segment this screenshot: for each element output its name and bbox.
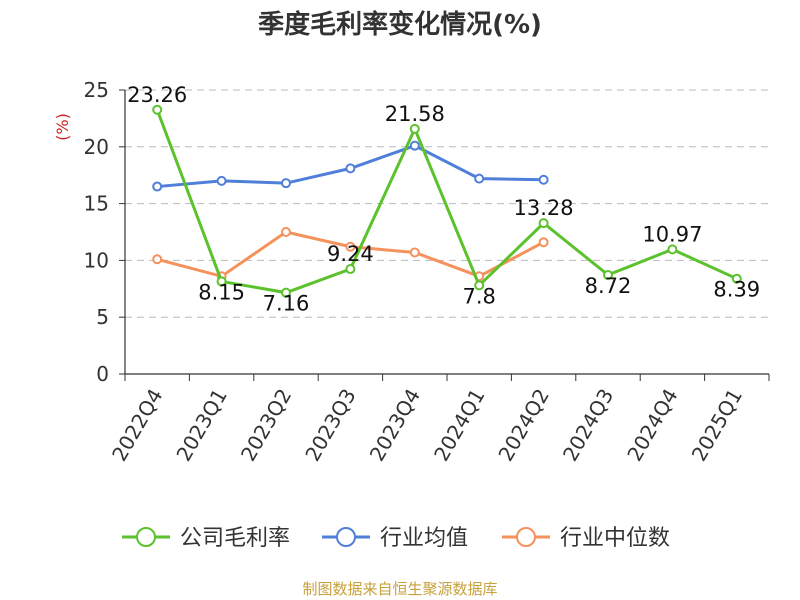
data-point-s2-2023Q4[interactable]	[409, 247, 420, 258]
y-tick-label-15: 15	[84, 192, 109, 216]
chart-title: 季度毛利率变化情况(%)	[258, 10, 542, 40]
series-line-0	[155, 109, 738, 295]
x-tick-label-2024Q3: 2024Q3	[558, 385, 618, 466]
data-labels: 23.26 8.15 7.16 9.24 21.58 7.8 13.28 8.72 10.97 8…	[127, 83, 760, 316]
data-point-s0-2023Q1[interactable]	[216, 276, 227, 287]
data-point-s0-2024Q1[interactable]	[474, 280, 485, 291]
data-label-2025Q1: 8.39	[713, 278, 760, 302]
data-point-s1-2024Q1[interactable]	[474, 173, 485, 184]
data-point-s0-2024Q3[interactable]	[603, 269, 613, 280]
legend[interactable]: 公司毛利率 行业均值 行业中位数	[122, 526, 670, 551]
data-point-s1-2022Q4[interactable]	[152, 181, 163, 192]
data-label-2023Q1: 8.15	[198, 280, 245, 304]
data-point-s2-2022Q4[interactable]	[152, 254, 163, 265]
data-label-2024Q3: 8.72	[585, 274, 632, 298]
data-point-s2-2024Q2[interactable]	[538, 237, 549, 248]
data-point-s1-2023Q1[interactable]	[216, 175, 227, 186]
x-tick-label-2024Q2: 2024Q2	[493, 385, 553, 466]
data-label-2024Q1: 7.8	[462, 284, 495, 308]
legend-marker-0	[136, 527, 156, 547]
y-tick-label-20: 20	[84, 135, 109, 159]
x-tick-label-2025Q1: 2025Q1	[687, 385, 747, 466]
y-unit-label: (%)	[53, 113, 72, 141]
data-point-s0-2023Q4[interactable]	[409, 123, 420, 134]
y-tick-label-25: 25	[84, 78, 109, 102]
data-label-2023Q3: 9.24	[327, 242, 374, 266]
y-tick-label-0: 0	[96, 362, 109, 386]
x-tick-label-2023Q1: 2023Q1	[171, 385, 231, 466]
x-tick-label-2024Q4: 2024Q4	[622, 385, 682, 466]
data-point-s0-2024Q4[interactable]	[667, 244, 678, 255]
series-lines	[152, 104, 742, 298]
x-tick-label-2024Q1: 2024Q1	[429, 385, 489, 466]
legend-label-0: 公司毛利率	[180, 526, 290, 551]
x-tick-label-2023Q2: 2023Q2	[236, 385, 296, 466]
data-label-2024Q2: 13.28	[514, 196, 574, 220]
data-label-2023Q4: 21.58	[385, 102, 445, 126]
x-tick-label-2023Q3: 2023Q3	[300, 385, 360, 466]
data-point-s0-2022Q4[interactable]	[152, 104, 163, 115]
data-label-2024Q4: 10.97	[642, 222, 702, 246]
data-point-s0-2023Q3[interactable]	[345, 264, 356, 275]
data-point-s1-2023Q3[interactable]	[345, 163, 356, 174]
legend-marker-2	[516, 527, 536, 547]
y-tick-label-10: 10	[84, 248, 109, 272]
x-tick-label-2022Q4: 2022Q4	[107, 385, 167, 466]
data-point-s0-2024Q2[interactable]	[538, 218, 549, 229]
legend-label-1: 行业均值	[380, 526, 468, 551]
legend-marker-1	[336, 527, 356, 547]
data-label-2022Q4: 23.26	[127, 83, 187, 107]
data-point-s0-2025Q1[interactable]	[731, 273, 742, 284]
legend-item-0[interactable]: 公司毛利率	[122, 526, 290, 551]
data-point-s1-2023Q4[interactable]	[409, 140, 420, 151]
data-point-s0-2023Q2[interactable]	[281, 287, 291, 298]
data-point-s1-2024Q2[interactable]	[538, 174, 549, 185]
legend-label-2: 行业中位数	[560, 526, 670, 551]
axes: 0 5 10 15 20 25 2022Q4 2023Q1 2023Q2 2023Q3 2023Q4…	[84, 78, 770, 466]
data-point-s2-2023Q3[interactable]	[345, 241, 356, 252]
data-point-s2-2023Q2[interactable]	[281, 227, 291, 237]
data-label-2023Q2: 7.16	[263, 292, 310, 316]
legend-item-1[interactable]: 行业均值	[322, 526, 468, 551]
legend-item-2[interactable]: 行业中位数	[502, 526, 670, 551]
data-point-s1-2023Q2[interactable]	[281, 178, 291, 189]
y-tick-label-5: 5	[96, 305, 109, 329]
source-note: 制图数据来自恒生聚源数据库	[302, 580, 498, 598]
x-tick-label-2023Q4: 2023Q4	[365, 385, 425, 466]
